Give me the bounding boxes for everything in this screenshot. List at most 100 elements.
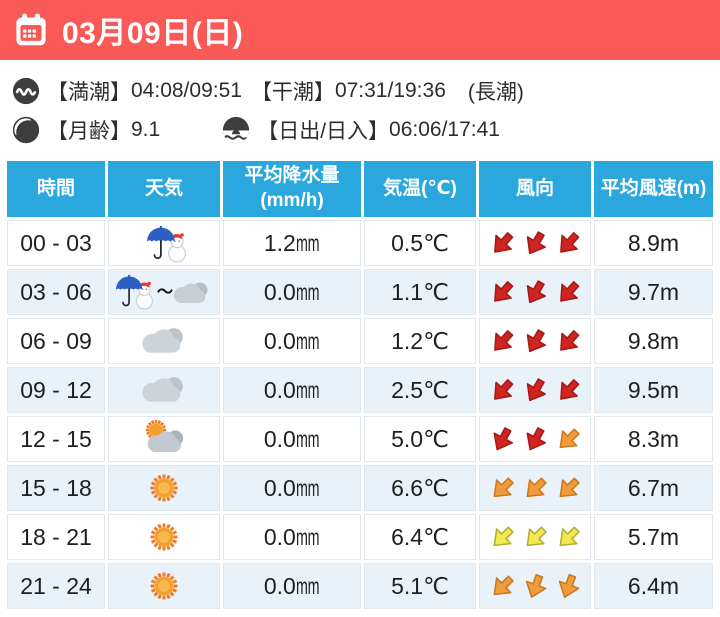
col-header-time: 時間 [7, 161, 105, 217]
time-cell: 03 - 06 [7, 269, 105, 315]
wind-arrow-icon [549, 567, 586, 604]
precip-cell: 0.0mm [223, 563, 361, 609]
wind-arrow-icon [482, 370, 523, 411]
wind-arrow-icon [481, 467, 522, 508]
wind-speed-cell: 6.7m [594, 465, 713, 511]
wind-dir-cell [479, 367, 591, 413]
wind-arrow-icon [548, 321, 589, 362]
temp-cell: 0.5℃ [364, 220, 476, 266]
wind-arrow-icon [515, 272, 555, 312]
weather-cell [108, 416, 220, 462]
wind-arrow-icon [515, 419, 554, 458]
precip-cell: 0.0mm [223, 514, 361, 560]
low-tide-label: 【干潮】 [250, 81, 335, 104]
wind-arrow-icon [482, 321, 523, 362]
sleet-icon [147, 226, 186, 263]
sunrise-sunset-value: 06:06/17:41 [389, 118, 500, 141]
wind-arrow-icon [482, 223, 523, 264]
high-tide-times: 04:08/09:51 [131, 79, 242, 102]
time-cell: 06 - 09 [7, 318, 105, 364]
wind-dir-cell [479, 416, 591, 462]
svg-text:～: ～ [157, 284, 173, 301]
moon-sun-info-line: 【月齢】 9.1 【日出/日入】 06:06/17:41 [12, 115, 708, 145]
sun-icon [150, 572, 178, 600]
time-cell: 12 - 15 [7, 416, 105, 462]
wind-arrow-icon [514, 516, 555, 557]
wind-arrow-icon [548, 223, 589, 264]
time-cell: 09 - 12 [7, 367, 105, 413]
wind-speed-cell: 8.9m [594, 220, 713, 266]
moon-phase-icon [12, 116, 40, 144]
temp-cell: 2.5℃ [364, 367, 476, 413]
forecast-table-body: 00 - 03 1.2mm 0.5℃ 8.9m 03 - 06 ～ [7, 220, 713, 609]
time-cell: 00 - 03 [7, 220, 105, 266]
low-tide-times: 07:31/19:36 [334, 79, 446, 102]
wind-speed-cell: 9.7m [594, 269, 713, 315]
wind-dir-cell [479, 220, 591, 266]
temp-cell: 1.1℃ [364, 269, 476, 315]
col-header-precip: 平均降水量 (mm/h) [223, 161, 361, 217]
weather-cell [108, 318, 220, 364]
table-row: 15 - 18 0.0mm 6.6℃ 6.7m [7, 465, 713, 511]
moon-age-value: 9.1 [131, 118, 161, 141]
date-header-bar: 03月09日(日) [0, 0, 720, 60]
table-row: 03 - 06 ～ 0.0mm 1.1℃ 9.7m [7, 269, 713, 315]
wind-speed-cell: 8.3m [594, 416, 713, 462]
wind-arrow-icon [481, 516, 522, 557]
wind-dir-cell [479, 318, 591, 364]
weather-cell [108, 465, 220, 511]
wind-arrow-icon [515, 321, 555, 361]
tide-cycle-label: (長潮) [467, 81, 524, 104]
wind-dir-cell [479, 563, 591, 609]
sunrise-sunset-icon [222, 116, 250, 144]
precip-cell: 0.0mm [223, 465, 361, 511]
cloud-icon [142, 377, 183, 402]
sleet-to-cloud-icon: ～ [115, 274, 208, 310]
wind-arrow-icon [548, 370, 589, 411]
table-row: 06 - 09 0.0mm 1.2℃ 9.8m [7, 318, 713, 364]
col-header-wind-dir: 風向 [479, 161, 591, 217]
table-header-row: 時間 天気 平均降水量 (mm/h) 気温(℃) 風向 平均風速(m) [7, 161, 713, 217]
col-header-weather: 天気 [108, 161, 220, 217]
wind-speed-cell: 9.5m [594, 367, 713, 413]
sunrise-sunset-label: 【日出/日入】 [257, 120, 390, 143]
precip-cell: 0.0mm [223, 269, 361, 315]
time-cell: 21 - 24 [7, 563, 105, 609]
wind-arrow-icon [548, 272, 589, 313]
wind-speed-cell: 5.7m [594, 514, 713, 560]
wind-arrow-icon [482, 272, 523, 313]
table-row: 12 - 15 0.0mm 5.0℃ 8.3m [7, 416, 713, 462]
temp-cell: 6.6℃ [364, 465, 476, 511]
precip-cell: 0.0mm [223, 318, 361, 364]
moon-age-label: 【月齢】 [47, 120, 131, 143]
weather-cell [108, 367, 220, 413]
forecast-table: 時間 天気 平均降水量 (mm/h) 気温(℃) 風向 平均風速(m) 00 -… [4, 158, 716, 612]
wind-arrow-icon [547, 467, 588, 508]
high-tide-label: 【満潮】 [47, 81, 131, 104]
weather-cell [108, 220, 220, 266]
wind-arrow-icon [516, 567, 553, 604]
weather-cell: ～ [108, 269, 220, 315]
wind-dir-cell [479, 269, 591, 315]
table-row: 00 - 03 1.2mm 0.5℃ 8.9m [7, 220, 713, 266]
table-row: 09 - 12 0.0mm 2.5℃ 9.5m [7, 367, 713, 413]
wind-dir-cell [479, 465, 591, 511]
astro-info-panel: 【満潮】 04:08/09:51 【干潮】 07:31/19:36 (長潮) 【… [0, 60, 720, 156]
cloud-icon [142, 328, 183, 353]
wind-arrow-icon [482, 419, 521, 458]
col-header-temp: 気温(℃) [364, 161, 476, 217]
table-row: 21 - 24 0.0mm 5.1℃ 6.4m [7, 563, 713, 609]
wind-arrow-icon [547, 418, 588, 459]
wind-arrow-icon [514, 467, 555, 508]
temp-cell: 5.0℃ [364, 416, 476, 462]
time-cell: 15 - 18 [7, 465, 105, 511]
weather-cell [108, 514, 220, 560]
temp-cell: 1.2℃ [364, 318, 476, 364]
col-header-wind-speed: 平均風速(m) [594, 161, 713, 217]
sun-icon [150, 523, 178, 551]
temp-cell: 5.1℃ [364, 563, 476, 609]
weather-cell [108, 563, 220, 609]
wind-speed-cell: 9.8m [594, 318, 713, 364]
precip-cell: 1.2mm [223, 220, 361, 266]
sun-icon [150, 474, 178, 502]
